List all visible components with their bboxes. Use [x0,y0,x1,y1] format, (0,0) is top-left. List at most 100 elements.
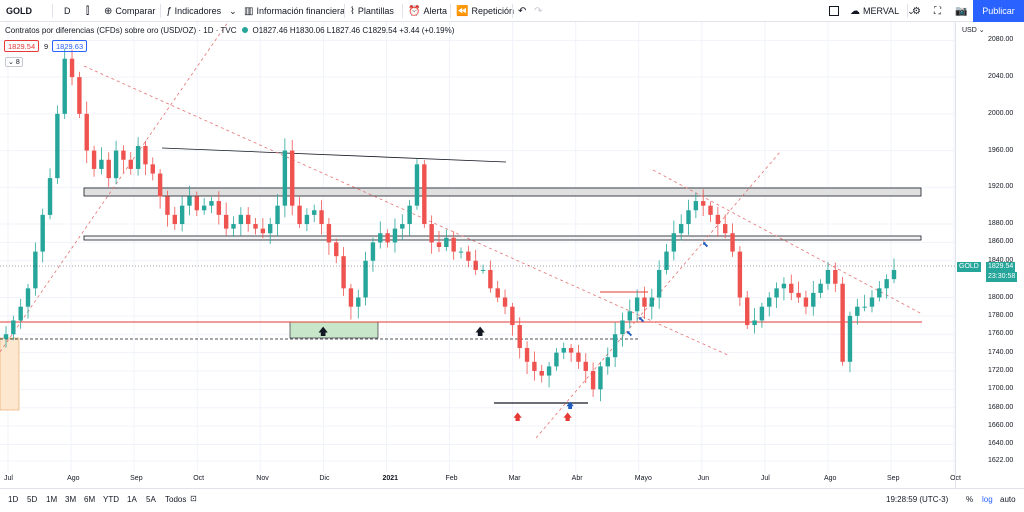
redo-button[interactable]: ↷ [534,0,545,22]
price-scale[interactable]: USD ⌄ 2080.00 2040.00 2000.00 1960.00 1920.0… [955,22,1024,488]
bid-price: 1829.54 [8,42,36,51]
bottom-toolbar: 1D 5D 1M 3M 6M YTD 1A 5A Todos ⊡ 19:28:59 (UTC-3… [0,488,1024,512]
candle-body [752,320,757,326]
range-button-3m[interactable]: 3M [65,495,77,504]
camera-icon: 📷 [955,5,968,17]
indicator-count: 8 [15,59,20,66]
symbol-search[interactable]: GOLD [6,0,32,22]
candle-body [825,269,831,284]
templates-button[interactable]: ⌇ Plantillas [350,0,394,22]
replay-button[interactable]: ⏪ Repetición [456,0,514,22]
candle-body [11,320,16,335]
date-range-button[interactable]: ⊡ [190,494,197,503]
current-price-value: 1829.54 [988,263,1014,270]
range-button-6m[interactable]: 6M [84,495,96,504]
price-chart[interactable]: 🡅 🡅 🡅 🡅 🡅 ⬉ ⬉ ⬉ [0,22,955,488]
range-button-5a[interactable]: 5A [146,495,156,504]
candle-body [664,251,669,270]
candle-body [312,210,317,215]
time-axis-label: Ago [67,475,80,482]
price-tick-label: 1960.00 [988,146,1014,154]
ask-price-box[interactable]: 1829.63 [52,40,88,52]
interval-label: D [64,6,71,16]
candle-body [392,228,398,243]
candle-body [400,224,405,229]
publish-button[interactable]: Publicar [973,0,1024,22]
resistance-zone-1860[interactable] [83,235,922,241]
time-axis-label: Mar [508,475,521,482]
plus-circle-icon: ⊕ [104,5,113,17]
indicators-button[interactable]: ƒ Indicadores ⌄ [166,0,237,22]
descending-trend-line[interactable] [161,147,507,163]
time-axis-label: Dic [319,475,330,482]
candle-body [877,288,882,298]
ask-price: 1829.63 [56,42,84,51]
chart-pane[interactable]: 🡅 🡅 🡅 🡅 🡅 ⬉ ⬉ ⬉ Contratos por diferencia… [0,22,961,488]
candle-body [796,292,801,298]
arrow-icon: ⬉ [626,329,633,338]
function-icon: ƒ [166,5,172,17]
demand-zone[interactable] [289,321,379,339]
layout-square-button[interactable] [829,0,839,22]
log-label: log [982,495,993,504]
range-button-1a[interactable]: 1A [127,495,137,504]
currency-menu[interactable]: USD ⌄ [962,26,985,34]
candle-body [297,205,302,225]
candle-body [561,348,566,353]
range-button-5d[interactable]: 5D [27,495,38,504]
arrow-icon: ⬉ [702,240,709,249]
candle-body [539,370,544,376]
candle-body [656,269,662,298]
percent-toggle[interactable]: % [966,495,973,504]
alert-button[interactable]: ⏰ Alerta [408,0,447,22]
layout-menu[interactable]: ☁ MERVAL ⌄ [850,0,915,22]
descending-dashed-line[interactable] [83,65,731,357]
undo-button[interactable]: ↶ [518,0,529,22]
ascending-dashed-line-1[interactable] [0,22,229,353]
fullscreen-button[interactable]: ⛶ [934,0,944,22]
compare-button[interactable]: ⊕ Comparar [104,0,155,22]
candle-body [598,366,603,390]
range-rectangle[interactable] [0,337,20,411]
price-tick-label: 1760.00 [988,330,1014,338]
range-button-1m[interactable]: 1M [46,495,58,504]
candle-body [62,58,67,114]
candle-body [862,306,867,308]
candle-body [451,237,456,252]
bid-price-box[interactable]: 1829.54 [4,40,40,52]
candle-body [612,334,618,358]
divider [450,4,451,18]
legend-ohlc: O1827.46 H1830.06 L1827.46 C1829.54 +3.4… [252,26,455,35]
chart-type-button[interactable]: ⫿ [86,0,92,22]
clock-display[interactable]: 19:28:59 (UTC-3) [886,495,948,504]
settings-button[interactable]: ⚙ [912,0,924,22]
resistance-zone-1920[interactable] [83,187,922,197]
range-button-todos[interactable]: Todos [165,495,187,504]
financial-info-button[interactable]: ▥ Información financiera [244,0,345,22]
symbol-label: GOLD [6,6,32,16]
candle-body [524,348,530,362]
price-tick-label: 2000.00 [988,109,1014,117]
candle-body [275,205,280,225]
log-toggle[interactable]: log [982,495,993,504]
candle-body [135,145,141,169]
range-button-1d[interactable]: 1D [8,495,19,504]
candle-body [891,269,897,280]
candle-body [223,214,229,229]
time-axis[interactable]: Jul Ago Sep Oct Nov Dic 2021 Feb Mar Abr Mayo Jun Ju… [0,472,961,488]
time-axis-label: Oct [193,475,205,482]
candle-body [723,224,728,234]
candle-body [363,260,368,298]
range-button-ytd[interactable]: YTD [103,495,119,504]
price-tick-label: 1920.00 [988,183,1014,191]
auto-toggle[interactable]: auto [1000,495,1016,504]
screenshot-button[interactable]: 📷 [955,0,970,22]
time-axis-label: Nov [256,475,269,482]
collapse-indicators-button[interactable]: ⌄ 8 [5,57,23,67]
candle-body [583,361,588,371]
interval-button[interactable]: D [64,0,71,22]
candle-body [473,260,478,270]
spread-value: 9 [44,42,49,51]
candle-body [69,58,75,78]
market-open-dot [242,27,249,33]
